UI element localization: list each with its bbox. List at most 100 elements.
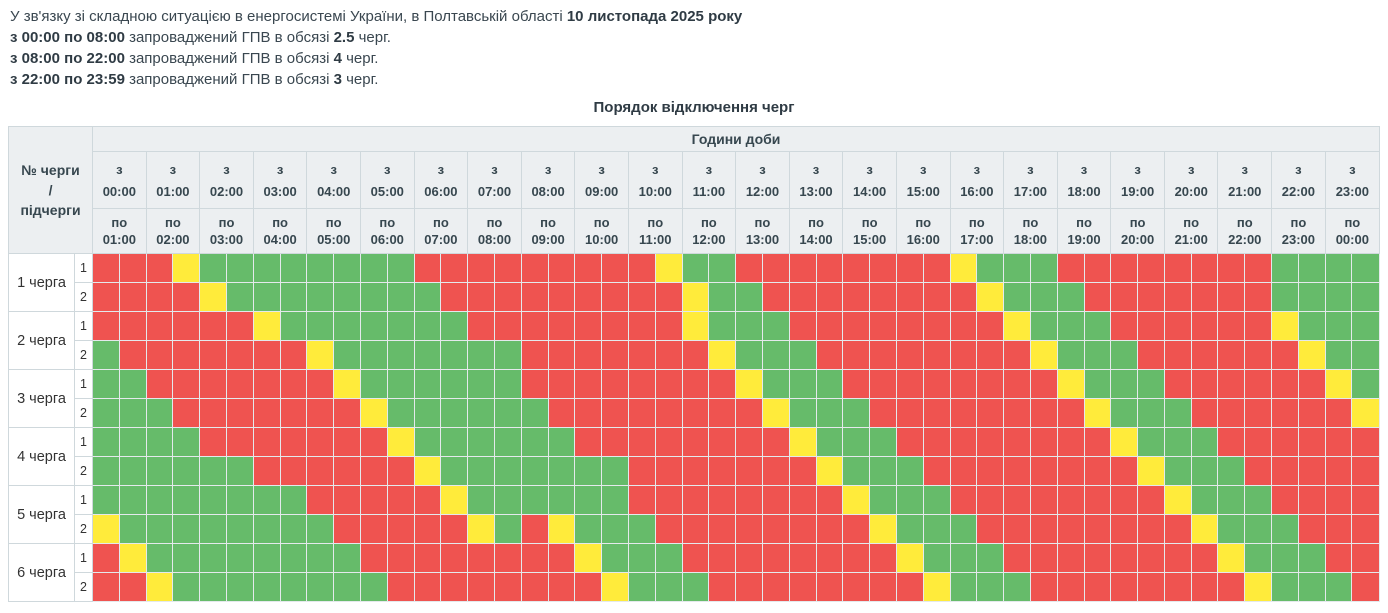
hour-prefix: з <box>223 161 230 177</box>
grid-cell <box>761 456 790 486</box>
grid-cell <box>788 340 817 370</box>
hour-from-header: з 19:00 <box>1110 151 1165 209</box>
grid-cell <box>1029 456 1058 486</box>
grid-cell <box>440 282 469 312</box>
grid-cell <box>735 427 763 457</box>
hour-prefix: з <box>437 161 445 177</box>
table-row: 6 черга 1 <box>8 543 1380 602</box>
grid-cell <box>145 514 174 544</box>
hour-from-header-content: з 19:00 <box>1111 152 1164 208</box>
grid-cell <box>252 485 281 515</box>
grid-cell <box>842 543 871 573</box>
grid-cell <box>467 282 495 312</box>
grid-cell <box>949 282 978 312</box>
grid-cell <box>1003 340 1031 370</box>
hour-to-header: по 15:00 <box>842 208 897 254</box>
grid-cell <box>922 514 951 544</box>
grid-cell <box>1110 456 1139 486</box>
grid-cell <box>842 427 871 457</box>
grid-cell <box>440 369 469 399</box>
grid-cell <box>520 282 549 312</box>
grid-cell <box>440 427 469 457</box>
grid-cell <box>547 456 576 486</box>
grid-cell <box>118 340 147 370</box>
intro-text: запроваджений ГПВ в обсязі <box>124 71 334 88</box>
grid-cell <box>788 543 817 573</box>
grid-cell <box>1271 369 1299 399</box>
grid-cell <box>574 427 603 457</box>
grid-cell <box>949 427 978 457</box>
grid-cell <box>949 485 978 515</box>
hour-from-header: з 05:00 <box>359 151 415 209</box>
grid-cell <box>681 427 710 457</box>
grid-cell <box>681 543 710 573</box>
hour-time: 21:00 <box>1228 183 1262 199</box>
hour-to-header: по 01:00 <box>92 208 147 254</box>
grid-cell <box>520 543 549 573</box>
grid-cell <box>145 311 174 341</box>
grid-cell <box>708 398 737 428</box>
table-row: 5 черга 1 <box>8 485 1380 544</box>
grid-cell <box>1163 485 1192 515</box>
grid-cell <box>1244 398 1273 428</box>
grid-cell <box>467 514 495 544</box>
hour-time: 19:00 <box>1120 183 1155 199</box>
grid-cell <box>1137 398 1165 428</box>
grid-cell <box>92 369 120 399</box>
grid-cell <box>654 311 683 341</box>
hour-to-header: по 10:00 <box>574 208 629 254</box>
hour-from-header: з 00:00 <box>92 151 147 209</box>
grid-cell <box>788 398 817 428</box>
hour-prefix: по <box>111 215 128 230</box>
grid-cell <box>761 282 790 312</box>
grid-cell <box>574 340 603 370</box>
grid-cell <box>1217 572 1246 602</box>
grid-cell <box>333 456 361 486</box>
grid-cell <box>1163 456 1192 486</box>
grid-cell <box>1324 253 1353 283</box>
grid-cell <box>413 398 442 428</box>
grid-cell <box>226 398 254 428</box>
hour-prefix: з <box>1349 161 1356 177</box>
grid-cell <box>976 398 1005 428</box>
hour-to-header-content: по 18:00 <box>1004 209 1057 253</box>
grid-cell <box>199 543 227 573</box>
hour-to-header: по 17:00 <box>949 208 1005 254</box>
grid-cell <box>1163 572 1192 602</box>
grid-cell <box>359 340 388 370</box>
grid-cell <box>574 543 603 573</box>
queue-label: 1 черга <box>8 253 75 312</box>
hour-time: 07:00 <box>424 232 458 247</box>
grid-cell <box>815 369 844 399</box>
hour-prefix: по <box>165 215 181 230</box>
grid-cell <box>788 572 817 602</box>
grid-cell <box>467 456 495 486</box>
grid-cell <box>467 572 495 602</box>
hour-to-header: по 18:00 <box>1003 208 1058 254</box>
hour-time: 15:00 <box>853 232 887 247</box>
grid-cell <box>1297 282 1326 312</box>
grid-cell <box>1083 456 1112 486</box>
grid-cell <box>949 253 978 283</box>
hour-to-header: по 00:00 <box>1324 208 1381 254</box>
grid-cell <box>869 398 897 428</box>
grid-cell <box>252 572 281 602</box>
grid-cell <box>172 427 201 457</box>
grid-cell <box>252 253 281 283</box>
grid-cell <box>761 427 790 457</box>
grid-cell <box>842 398 871 428</box>
grid-cell <box>333 311 361 341</box>
grid-cell <box>1056 456 1085 486</box>
grid-cell <box>1324 398 1353 428</box>
hour-time: 06:00 <box>370 232 404 247</box>
hour-prefix: по <box>1129 215 1146 230</box>
grid-cell <box>333 282 361 312</box>
grid-cell <box>869 543 897 573</box>
hour-prefix: з <box>330 161 337 177</box>
hour-from-header: з 03:00 <box>252 151 308 209</box>
grid-cell <box>922 427 951 457</box>
hour-to-header: по 06:00 <box>359 208 415 254</box>
grid-cell <box>118 253 147 283</box>
grid-cell <box>735 514 763 544</box>
grid-cell <box>815 398 844 428</box>
